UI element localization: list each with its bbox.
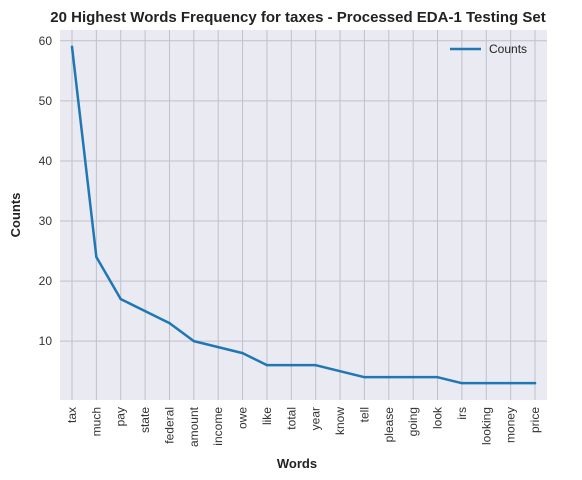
data-point-total bbox=[290, 363, 293, 367]
data-point-looking bbox=[485, 381, 488, 385]
x-tick-label-federal: federal bbox=[162, 407, 176, 444]
x-tick-label-year: year bbox=[309, 407, 323, 430]
data-point-please bbox=[387, 375, 390, 379]
y-axis-label: Counts bbox=[8, 193, 23, 238]
data-point-much bbox=[95, 255, 98, 259]
data-point-like bbox=[265, 363, 269, 367]
chart-title: 20 Highest Words Frequency for taxes - P… bbox=[50, 9, 545, 26]
y-tick-label: 30 bbox=[39, 214, 53, 228]
x-tick-label-price: price bbox=[528, 407, 542, 433]
data-point-income bbox=[217, 345, 220, 349]
x-tick-label-owe: owe bbox=[236, 407, 250, 429]
plot-area bbox=[60, 30, 547, 400]
data-point-price bbox=[533, 381, 537, 385]
series-line-0 bbox=[70, 45, 537, 385]
x-axis-ticks: tax much pay state federal amount income owe lik… bbox=[65, 406, 542, 447]
data-point-amount bbox=[192, 339, 196, 343]
y-axis-ticks: 10 20 30 40 50 60 bbox=[39, 34, 53, 348]
x-tick-label-much: much bbox=[89, 407, 103, 436]
x-axis-label: Words bbox=[277, 456, 317, 471]
x-tick-label-tell: tell bbox=[357, 407, 371, 422]
data-point-owe bbox=[241, 351, 244, 355]
x-tick-label-like: like bbox=[260, 407, 274, 425]
x-tick-label-pay: pay bbox=[114, 407, 128, 426]
legend: Counts bbox=[450, 42, 527, 56]
x-tick-label-money: money bbox=[504, 407, 518, 443]
data-point-irs bbox=[460, 381, 464, 385]
data-point-tell bbox=[363, 375, 366, 379]
series-layer bbox=[70, 45, 537, 385]
data-point-tax bbox=[70, 45, 74, 49]
x-tick-label-know: know bbox=[333, 407, 347, 435]
x-tick-label-total: total bbox=[284, 407, 298, 430]
y-tick-label: 60 bbox=[39, 34, 53, 48]
y-tick-label: 20 bbox=[39, 274, 53, 288]
data-point-going bbox=[411, 375, 415, 379]
grid-lines bbox=[60, 30, 547, 400]
data-point-year bbox=[314, 363, 317, 367]
data-point-state bbox=[143, 309, 147, 313]
data-point-pay bbox=[119, 297, 122, 301]
x-tick-label-tax: tax bbox=[65, 407, 79, 423]
x-tick-label-looking: looking bbox=[479, 407, 493, 445]
x-tick-label-income: income bbox=[211, 407, 225, 446]
data-point-federal bbox=[168, 321, 171, 325]
x-tick-label-please: please bbox=[382, 407, 396, 443]
x-tick-label-irs: irs bbox=[455, 407, 469, 420]
data-point-know bbox=[338, 369, 342, 373]
data-point-money bbox=[509, 381, 512, 385]
x-tick-label-going: going bbox=[406, 407, 420, 436]
y-tick-label: 40 bbox=[39, 154, 53, 168]
y-tick-label: 10 bbox=[39, 334, 53, 348]
legend-label: Counts bbox=[489, 42, 527, 56]
x-tick-label-state: state bbox=[138, 407, 152, 433]
x-tick-label-look: look bbox=[431, 406, 445, 429]
y-tick-label: 50 bbox=[39, 94, 53, 108]
data-point-look bbox=[436, 375, 439, 379]
x-tick-label-amount: amount bbox=[187, 406, 201, 447]
